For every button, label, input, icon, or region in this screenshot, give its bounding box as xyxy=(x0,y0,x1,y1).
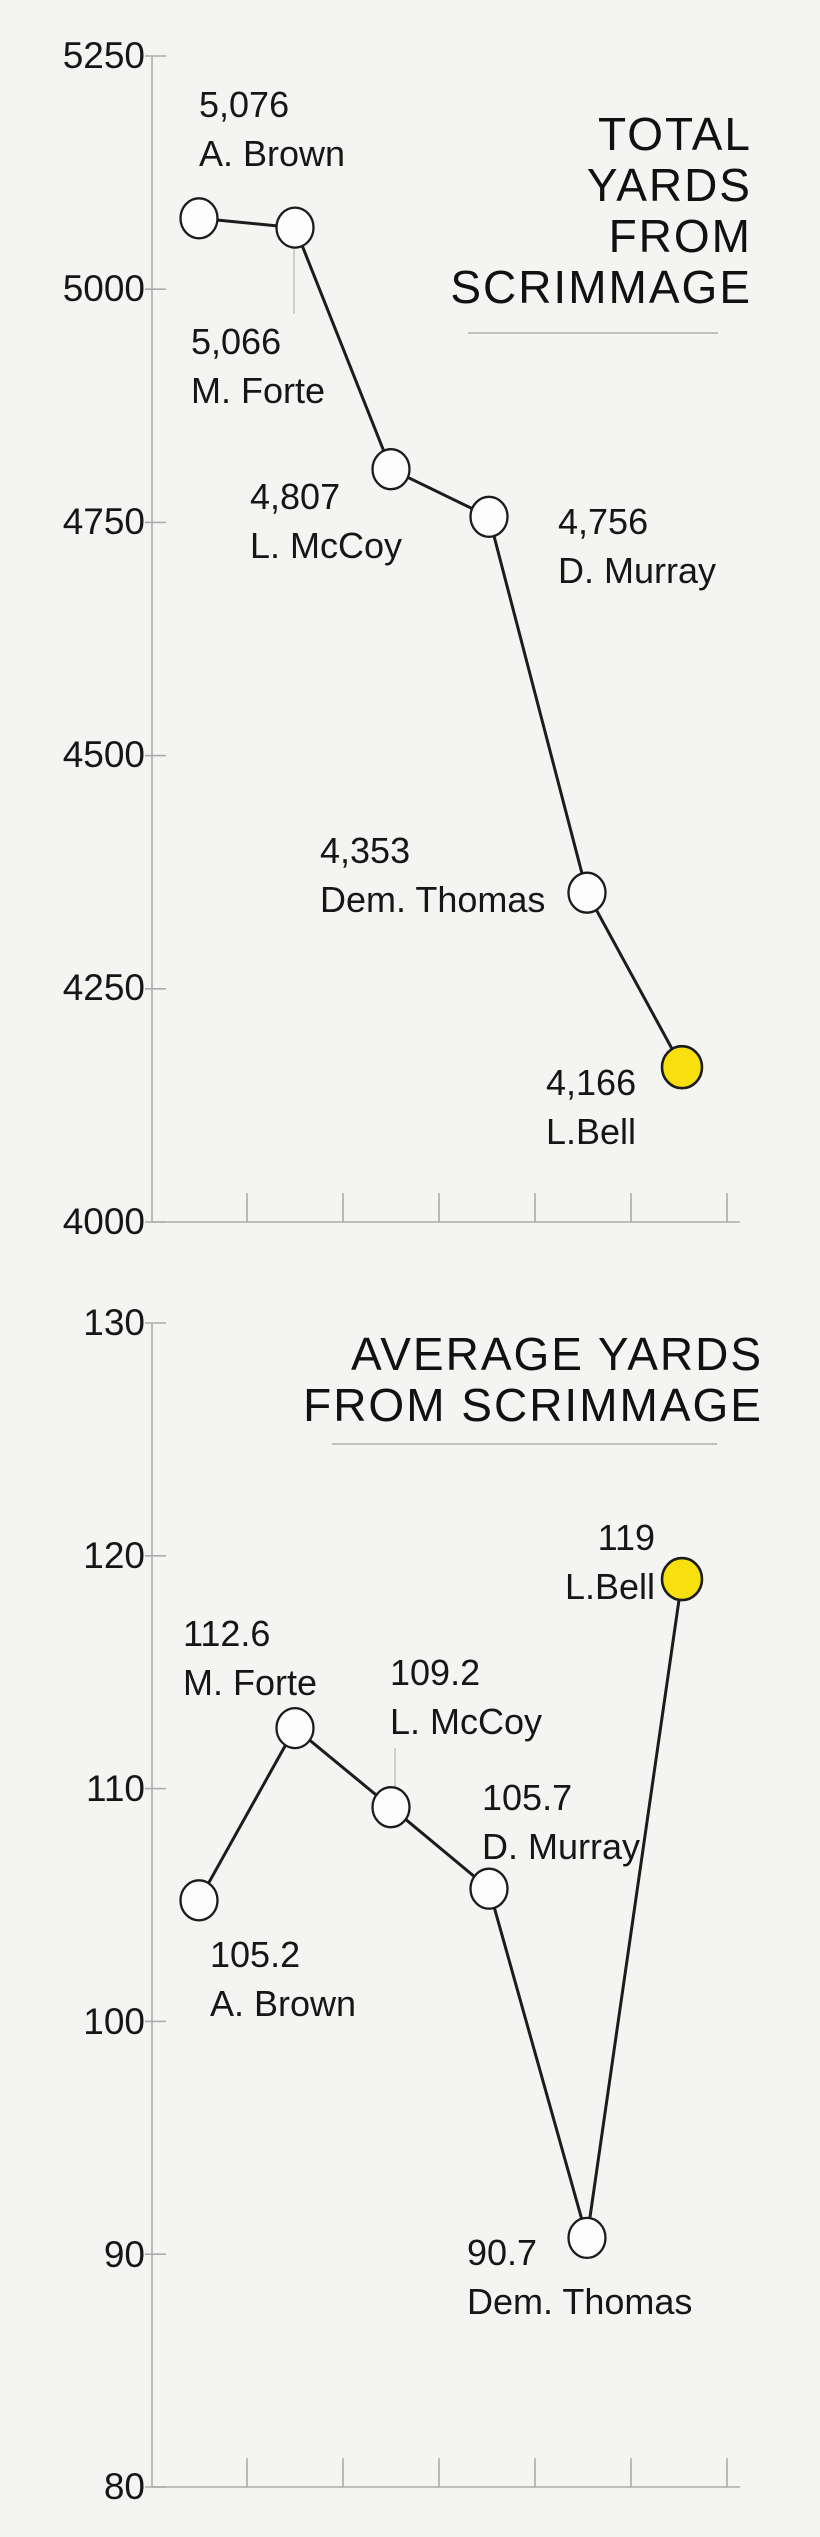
y-axis-label: 5250 xyxy=(62,35,145,76)
point-label-a-brown-avg: 105.2 A. Brown xyxy=(210,1930,356,2028)
point-value: 105.7 xyxy=(482,1777,573,1818)
y-axis-label: 110 xyxy=(86,1768,145,1809)
point-value: 4,166 xyxy=(546,1062,637,1103)
y-axis-label: 100 xyxy=(83,2001,145,2042)
point-value: 4,353 xyxy=(320,830,411,871)
chart-title-average-yards: AVERAGE YARDS FROM SCRIMMAGE xyxy=(303,1329,763,1431)
data-point-a-brown xyxy=(179,197,219,240)
y-axis-label: 4500 xyxy=(62,734,145,775)
point-label-m-forte-total: 5,066 M. Forte xyxy=(191,317,325,415)
title-line: TOTAL xyxy=(598,108,752,160)
title-line: FROM SCRIMMAGE xyxy=(303,1379,763,1431)
point-label-dem-thomas-total: 4,353 Dem. Thomas xyxy=(320,826,545,924)
data-point-m-forte xyxy=(275,206,315,249)
title-line: YARDS xyxy=(586,159,752,211)
y-axis-label: 90 xyxy=(103,2234,145,2275)
point-value: 112.6 xyxy=(183,1613,271,1654)
point-value: 4,756 xyxy=(558,501,649,542)
point-label-a-brown-total: 5,076 A. Brown xyxy=(199,80,345,178)
point-player: L.Bell xyxy=(564,1566,655,1607)
title-line: SCRIMMAGE xyxy=(450,261,752,313)
point-player: Dem. Thomas xyxy=(320,879,546,920)
point-label-dem-thomas-avg: 90.7 Dem. Thomas xyxy=(467,2228,692,2326)
title-line: FROM xyxy=(608,210,752,262)
point-label-l-bell-avg: 119 L.Bell xyxy=(565,1513,655,1611)
title-underline xyxy=(332,1443,717,1445)
data-point-dem-thomas xyxy=(567,2216,607,2260)
y-axis-label: 4000 xyxy=(62,1201,145,1242)
point-label-m-forte-avg: 112.6 M. Forte xyxy=(183,1609,317,1707)
data-point-d-murray xyxy=(469,495,509,538)
point-label-d-murray-total: 4,756 D. Murray xyxy=(558,497,716,595)
title-line: AVERAGE YARDS xyxy=(350,1328,763,1380)
point-label-d-murray-avg: 105.7 D. Murray xyxy=(482,1773,640,1871)
point-player: Dem. Thomas xyxy=(467,2281,693,2322)
point-value: 5,076 xyxy=(199,84,290,125)
point-player: D. Murray xyxy=(482,1826,641,1867)
point-player: A. Brown xyxy=(210,1983,357,2024)
point-player: A. Brown xyxy=(199,133,346,174)
point-label-l-mccoy-avg: 109.2 L. McCoy xyxy=(390,1648,542,1746)
title-underline xyxy=(468,332,718,334)
y-axis-label: 4250 xyxy=(62,967,145,1008)
data-point-m-forte xyxy=(275,1706,315,1750)
point-label-l-bell-total: 4,166 L.Bell xyxy=(546,1058,636,1156)
point-value: 4,807 xyxy=(250,476,341,517)
data-point-l-bell xyxy=(660,1556,704,1602)
data-point-dem-thomas xyxy=(567,871,607,914)
point-player: M. Forte xyxy=(191,370,326,411)
data-point-a-brown xyxy=(179,1879,219,1922)
point-value: 90.7 xyxy=(467,2232,538,2273)
data-point-l-mccoy xyxy=(371,1786,411,1829)
point-value: 119 xyxy=(597,1517,655,1558)
point-player: L.Bell xyxy=(546,1111,637,1152)
data-line xyxy=(197,1578,684,2239)
y-axis-label: 130 xyxy=(83,1302,145,1343)
chart-title-total-yards: TOTAL YARDS FROM SCRIMMAGE xyxy=(450,109,752,313)
y-axis-label: 80 xyxy=(103,2466,145,2507)
data-point-l-mccoy xyxy=(371,448,411,491)
point-value: 5,066 xyxy=(191,321,282,362)
data-point-d-murray xyxy=(469,1867,509,1910)
point-player: M. Forte xyxy=(183,1662,318,1703)
point-value: 105.2 xyxy=(210,1934,301,1975)
point-label-l-mccoy-total: 4,807 L. McCoy xyxy=(250,472,402,570)
point-player: L. McCoy xyxy=(390,1701,543,1742)
y-axis-label: 5000 xyxy=(62,268,145,309)
y-axis-label: 4750 xyxy=(62,501,145,542)
y-axis-label: 120 xyxy=(83,1535,145,1576)
data-point-l-bell xyxy=(660,1044,704,1090)
point-player: L. McCoy xyxy=(250,525,403,566)
point-player: D. Murray xyxy=(558,550,717,591)
point-value: 109.2 xyxy=(390,1652,481,1693)
